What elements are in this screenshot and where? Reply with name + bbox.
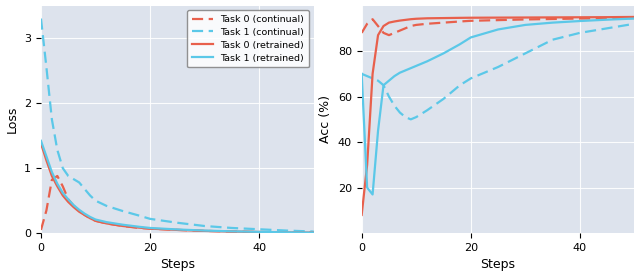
Legend: Task 0 (continual), Task 1 (continual), Task 0 (retrained), Task 1 (retrained): Task 0 (continual), Task 1 (continual), …	[188, 10, 309, 68]
X-axis label: Steps: Steps	[160, 258, 195, 271]
Y-axis label: Acc (%): Acc (%)	[319, 95, 332, 143]
Y-axis label: Loss: Loss	[6, 106, 19, 133]
X-axis label: Steps: Steps	[481, 258, 516, 271]
